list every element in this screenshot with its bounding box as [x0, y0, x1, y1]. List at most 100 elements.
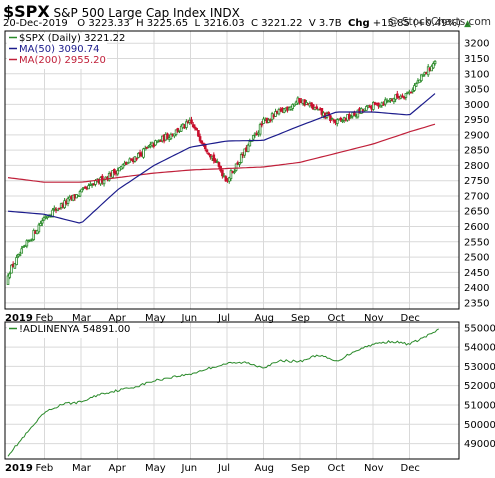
candle-body [385, 99, 389, 102]
index-name: S&P 500 Large Cap Index [53, 6, 207, 20]
candle-body [195, 128, 198, 131]
x-tick-label: Dec [401, 313, 420, 324]
candle-body [22, 246, 25, 248]
candle-body [260, 123, 264, 126]
candle-body [53, 207, 56, 210]
candle-body [154, 140, 157, 146]
candle-body [404, 93, 408, 98]
candle-body [126, 161, 130, 165]
candle-body [258, 124, 262, 135]
quote-low: L 3216.03 [194, 18, 245, 29]
candle-body [378, 104, 382, 108]
y-tick-label: 2950 [464, 115, 489, 126]
candle-body [58, 207, 61, 210]
y-tick-label: 2750 [464, 176, 489, 187]
x-tick-label: Sep [291, 463, 310, 474]
candle-body [420, 74, 423, 82]
candle-body [135, 157, 138, 160]
y-tick-label: 52000 [464, 381, 495, 392]
candle-body [191, 124, 195, 128]
y-tick-label: 3050 [464, 85, 489, 96]
quote-chg-value: +15.85 (+0.49%) [372, 18, 461, 29]
candle-body [10, 264, 13, 274]
candle-body [13, 263, 17, 269]
y-tick-label: 2500 [464, 253, 489, 264]
candle-body [413, 85, 416, 91]
y-tick-label: 2800 [464, 161, 489, 172]
candle-body [392, 98, 396, 103]
plot-border [4, 30, 460, 310]
x-tick-label: Oct [328, 313, 345, 324]
candle-body [209, 154, 212, 158]
x-tick-label: Jul [217, 313, 230, 324]
exchange-code: INDX [209, 6, 240, 20]
ma50-line [7, 93, 436, 224]
candle-body [42, 217, 46, 221]
candle-body [20, 248, 24, 254]
candle-body [145, 146, 149, 149]
candle-body [207, 152, 210, 155]
candle-body [251, 135, 255, 140]
candle-body [339, 117, 343, 121]
candle-body [238, 162, 241, 165]
x-tick-label: Feb [36, 463, 54, 474]
x-tick-label: 2019 [5, 313, 33, 324]
candle-body [217, 162, 221, 167]
candle-body [102, 179, 106, 185]
price-panel: 2350 2400 2450 2500 2550 2600 2650 2700 2750 2800… [4, 30, 489, 324]
candle-body [63, 200, 66, 208]
candle-body [233, 171, 236, 174]
y-tick-label: 2700 [464, 191, 489, 202]
y-tick-label: 3100 [464, 69, 489, 80]
y-tick-label: 2850 [464, 146, 489, 157]
y-tick-label: 54000 [464, 343, 495, 354]
candle-body [41, 220, 44, 224]
candle-body [347, 114, 351, 120]
y-tick-label: 53000 [464, 362, 495, 373]
candle-body [282, 108, 286, 113]
candle-body [243, 148, 246, 156]
candle-body [433, 60, 437, 65]
candle-body [239, 154, 243, 163]
candle-body [356, 109, 360, 118]
candle-body [18, 254, 22, 256]
quote-volume: V 3.7B [308, 18, 342, 29]
y-tick-label: 51000 [464, 400, 495, 411]
up-arrow-icon: ▲ [464, 19, 472, 29]
candle-body [421, 74, 425, 77]
y-tick-label: 2550 [464, 237, 489, 248]
candle-body [39, 223, 42, 227]
candle-body [418, 79, 421, 83]
candle-body [87, 185, 90, 190]
x-tick-label: Apr [109, 313, 127, 324]
candle-body [111, 170, 114, 178]
candle-body [205, 149, 209, 153]
candle-body [8, 273, 12, 278]
y-tick-label: 3000 [464, 100, 489, 111]
y-tick-label: 50000 [464, 420, 495, 431]
candle-body [143, 148, 147, 151]
candle-body [179, 125, 183, 132]
x-tick-label: Mar [72, 313, 92, 324]
quote-row: 20-Dec-2019 O 3223.33 H 3225.65 L 3216.0… [3, 18, 471, 29]
candle-body [387, 100, 391, 103]
candle-body [414, 83, 418, 87]
quote-date: 20-Dec-2019 [3, 18, 68, 29]
plot-border [4, 321, 460, 460]
x-tick-label: Nov [364, 313, 384, 324]
y-tick-label: 55000 [464, 323, 495, 334]
candle-body [293, 103, 296, 107]
candle-body [37, 224, 41, 233]
candle-body [198, 136, 202, 142]
candle-body [224, 176, 228, 182]
candle-body [229, 170, 233, 179]
candle-body [377, 102, 380, 107]
candle-body [15, 257, 18, 266]
candle-body [51, 209, 54, 218]
candle-body [372, 102, 375, 110]
candle-body [401, 95, 404, 98]
candle-body [66, 197, 70, 204]
candle-body [389, 98, 392, 101]
